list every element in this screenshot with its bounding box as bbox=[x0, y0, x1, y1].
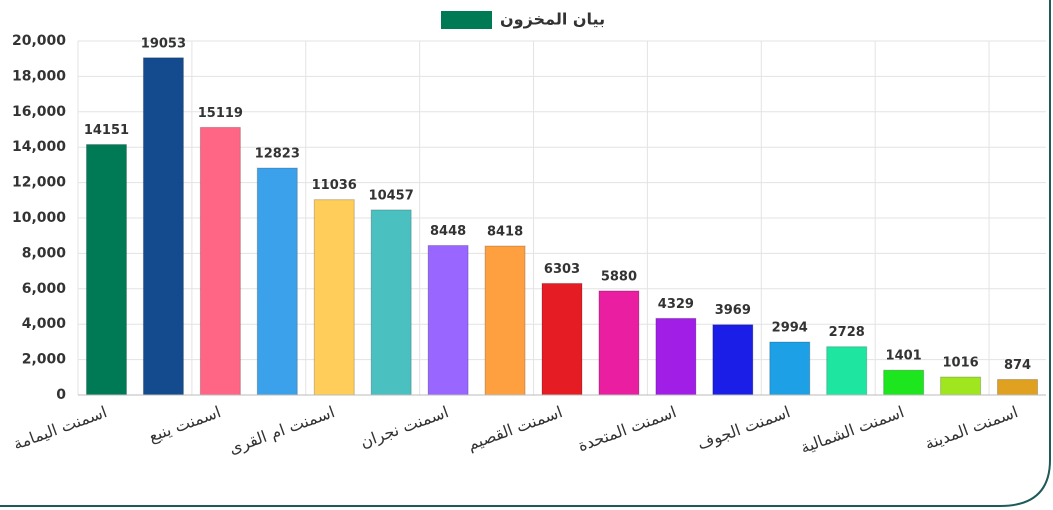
value-label: 8418 bbox=[487, 225, 523, 240]
bar bbox=[85, 144, 127, 396]
bar bbox=[142, 57, 184, 396]
value-label: 19053 bbox=[141, 36, 186, 51]
y-tick-label: 12,000 bbox=[12, 175, 66, 191]
x-tick-label: اسمنت اليمامة bbox=[11, 402, 110, 453]
x-tick-label: اسمنت المدينة bbox=[922, 402, 1020, 453]
value-label: 6303 bbox=[544, 262, 580, 277]
y-tick-label: 14,000 bbox=[12, 139, 66, 155]
value-label: 15119 bbox=[198, 106, 243, 121]
value-label: 14151 bbox=[84, 123, 129, 138]
value-label: 2728 bbox=[829, 325, 865, 340]
value-label: 8448 bbox=[430, 224, 466, 239]
y-tick-label: 6,000 bbox=[22, 281, 67, 297]
bar bbox=[826, 346, 868, 396]
y-tick-label: 10,000 bbox=[12, 210, 66, 226]
y-tick-label: 20,000 bbox=[12, 33, 66, 49]
value-label: 2994 bbox=[772, 321, 808, 336]
value-label: 4329 bbox=[658, 297, 694, 312]
bar bbox=[769, 341, 811, 396]
legend-swatch bbox=[441, 11, 492, 29]
bar bbox=[427, 244, 469, 396]
y-tick-label: 0 bbox=[56, 387, 66, 403]
value-label: 874 bbox=[1004, 358, 1031, 373]
x-tick-label: اسمنت الجوف bbox=[695, 402, 793, 454]
bar bbox=[598, 290, 640, 396]
bar bbox=[940, 376, 982, 396]
x-tick-label: اسمنت المتحدة bbox=[575, 402, 679, 455]
legend-label: بيان المخزون bbox=[500, 10, 605, 29]
value-label: 5880 bbox=[601, 269, 637, 284]
x-tick-label: اسمنت نجران bbox=[358, 402, 452, 452]
bar bbox=[256, 167, 298, 396]
y-tick-label: 4,000 bbox=[22, 316, 67, 332]
y-tick-label: 16,000 bbox=[12, 104, 66, 120]
y-tick-label: 2,000 bbox=[22, 352, 67, 368]
y-tick-label: 8,000 bbox=[22, 245, 67, 261]
bar bbox=[199, 126, 241, 396]
value-label: 11036 bbox=[312, 178, 357, 193]
x-tick-label: اسمنت الشمالية bbox=[798, 402, 907, 457]
bar bbox=[484, 245, 526, 396]
value-label: 12823 bbox=[255, 147, 300, 162]
x-tick-label: اسمنت ام القرى bbox=[226, 402, 337, 459]
y-tick-label: 18,000 bbox=[12, 68, 66, 84]
bar bbox=[370, 209, 412, 396]
bar bbox=[997, 379, 1039, 396]
bar bbox=[541, 282, 583, 396]
value-label: 1401 bbox=[886, 349, 922, 364]
bar bbox=[313, 199, 355, 396]
bar bbox=[883, 369, 925, 396]
value-label: 3969 bbox=[715, 303, 751, 318]
bar bbox=[655, 317, 697, 396]
value-label: 1016 bbox=[942, 356, 978, 371]
x-tick-label: اسمنت ينبع bbox=[146, 402, 224, 447]
value-label: 10457 bbox=[369, 188, 414, 203]
x-tick-label: اسمنت القصيم bbox=[465, 402, 565, 454]
bar bbox=[712, 324, 754, 396]
